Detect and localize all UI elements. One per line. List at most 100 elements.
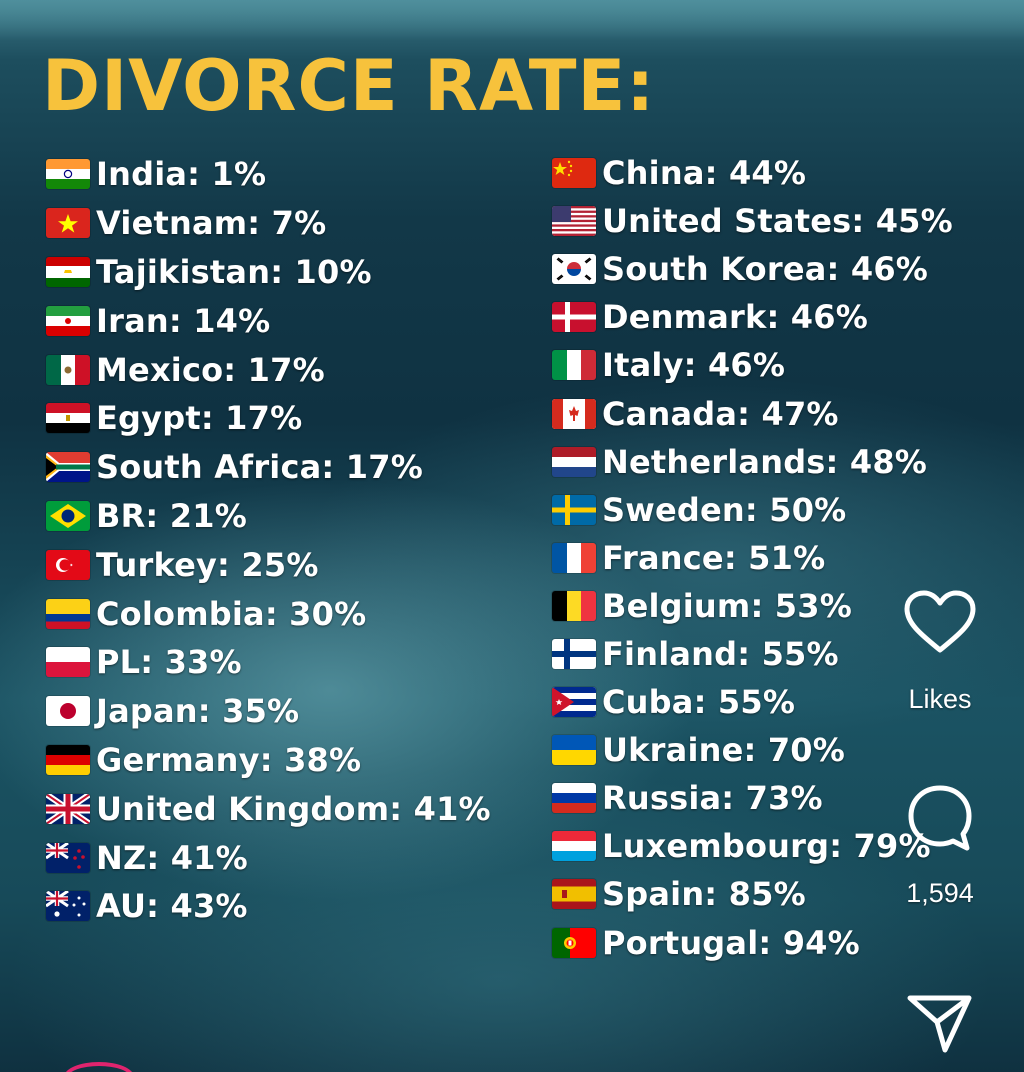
list-item: Spain: 85% [552, 870, 953, 918]
country-rate-label: Russia: 73% [602, 779, 823, 818]
country-rate-label: Tajikistan: 10% [96, 252, 372, 291]
china-flag-icon [552, 158, 596, 189]
france-flag-icon [552, 542, 596, 573]
country-rate-label: Belgium: 53% [602, 586, 852, 625]
country-rate-label: India: 1% [96, 155, 267, 194]
country-rate-label: United States: 45% [602, 202, 953, 241]
list-item: Vietnam: 7% [46, 199, 491, 248]
list-item: NZ: 41% [46, 833, 491, 882]
country-rate-label: Italy: 46% [602, 346, 786, 385]
country-rate-label: PL: 33% [96, 643, 242, 682]
country-rate-label: Finland: 55% [602, 634, 839, 673]
poland-flag-icon [46, 647, 90, 678]
canada-flag-icon [552, 398, 596, 429]
south-africa-flag-icon [46, 452, 90, 483]
water-highlight [0, 0, 1024, 40]
country-rate-label: AU: 43% [96, 887, 248, 926]
list-item: China: 44% [552, 149, 953, 197]
country-rate-label: Egypt: 17% [96, 399, 303, 438]
country-rate-label: Iran: 14% [96, 301, 271, 340]
list-item: Ukraine: 70% [552, 726, 953, 774]
country-rate-label: Turkey: 25% [96, 545, 319, 584]
list-item: Denmark: 46% [552, 293, 953, 341]
comment-count: 1,594 [906, 878, 974, 908]
share-button[interactable] [890, 990, 990, 1056]
denmark-flag-icon [552, 302, 596, 333]
country-rate-label: Mexico: 17% [96, 350, 325, 389]
country-rate-label: Canada: 47% [602, 394, 839, 433]
spain-flag-icon [552, 879, 596, 910]
south-korea-flag-icon [552, 254, 596, 285]
comment-bubble-icon [908, 785, 972, 851]
list-item: Egypt: 17% [46, 394, 491, 443]
mexico-flag-icon [46, 354, 90, 385]
list-item: France: 51% [552, 534, 953, 582]
list-item: Turkey: 25% [46, 540, 491, 589]
country-list-left: India: 1% Vietnam: 7% Tajikistan: 10% Ir… [46, 150, 491, 931]
country-list-right: China: 44% United States: 45% South Kore… [552, 149, 953, 967]
india-flag-icon [46, 159, 90, 190]
russia-flag-icon [552, 783, 596, 814]
list-item: Russia: 73% [552, 774, 953, 822]
australia-flag-icon [46, 891, 90, 922]
country-rate-label: Colombia: 30% [96, 594, 367, 633]
country-rate-label: Germany: 38% [96, 740, 362, 779]
italy-flag-icon [552, 350, 596, 381]
list-item: Germany: 38% [46, 736, 491, 785]
country-rate-label: Denmark: 46% [602, 298, 868, 337]
list-item: Mexico: 17% [46, 345, 491, 394]
list-item: India: 1% [46, 150, 491, 199]
portugal-flag-icon [552, 927, 596, 958]
turkey-flag-icon [46, 549, 90, 580]
post-title: DIVORCE RATE: [42, 45, 656, 127]
country-rate-label: France: 51% [602, 538, 826, 577]
comment-button[interactable]: 1,594 [890, 784, 990, 909]
likes-label: Likes [908, 684, 972, 714]
united-states-flag-icon [552, 206, 596, 237]
belgium-flag-icon [552, 590, 596, 621]
list-item: United Kingdom: 41% [46, 784, 491, 833]
egypt-flag-icon [46, 403, 90, 434]
list-item: Tajikistan: 10% [46, 248, 491, 297]
country-rate-label: United Kingdom: 41% [96, 789, 491, 828]
iran-flag-icon [46, 305, 90, 336]
country-rate-label: Japan: 35% [96, 692, 300, 731]
luxembourg-flag-icon [552, 831, 596, 862]
country-rate-label: Ukraine: 70% [602, 731, 846, 770]
list-item: United States: 45% [552, 197, 953, 245]
list-item: Luxembourg: 79% [552, 822, 953, 870]
country-rate-label: Cuba: 55% [602, 683, 796, 722]
ukraine-flag-icon [552, 735, 596, 766]
country-rate-label: NZ: 41% [96, 838, 248, 877]
send-paper-plane-icon [907, 995, 972, 1053]
country-rate-label: Spain: 85% [602, 875, 806, 914]
like-button[interactable]: Likes [890, 590, 990, 715]
list-item: Belgium: 53% [552, 582, 953, 630]
list-item: Iran: 14% [46, 296, 491, 345]
country-rate-label: South Korea: 46% [602, 250, 929, 289]
list-item: Finland: 55% [552, 630, 953, 678]
united-kingdom-flag-icon [46, 793, 90, 824]
country-rate-label: Vietnam: 7% [96, 204, 327, 243]
brazil-flag-icon [46, 500, 90, 531]
list-item: Portugal: 94% [552, 919, 953, 967]
cuba-flag-icon [552, 687, 596, 718]
germany-flag-icon [46, 744, 90, 775]
tajikistan-flag-icon [46, 256, 90, 287]
heart-icon [904, 590, 976, 653]
country-rate-label: Portugal: 94% [602, 923, 860, 962]
list-item: South Korea: 46% [552, 245, 953, 293]
list-item: Colombia: 30% [46, 589, 491, 638]
colombia-flag-icon [46, 598, 90, 629]
country-rate-label: Sweden: 50% [602, 490, 847, 529]
avatar[interactable] [64, 1062, 134, 1072]
netherlands-flag-icon [552, 446, 596, 477]
list-item: PL: 33% [46, 638, 491, 687]
list-item: Japan: 35% [46, 687, 491, 736]
japan-flag-icon [46, 696, 90, 727]
country-rate-label: Luxembourg: 79% [602, 827, 931, 866]
country-rate-label: BR: 21% [96, 496, 247, 535]
list-item: AU: 43% [46, 882, 491, 931]
country-rate-label: Netherlands: 48% [602, 442, 928, 481]
